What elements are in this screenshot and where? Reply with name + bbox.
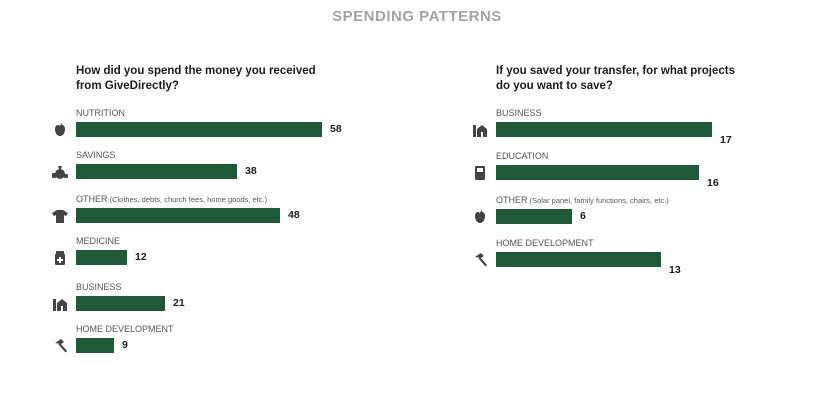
bar	[76, 338, 114, 353]
value-label: 48	[288, 209, 300, 221]
shop-icon	[53, 299, 67, 311]
shop-icon	[473, 125, 487, 137]
value-label: 16	[707, 177, 719, 189]
chart-title: If you saved your transfer, for what pro…	[496, 65, 736, 92]
category-name: HOME DEVELOPMENT	[76, 324, 174, 334]
chart-title: How did you spend the money you received…	[76, 65, 316, 92]
category-name: EDUCATION	[496, 151, 549, 161]
category-name: MEDICINE	[76, 236, 121, 246]
apple-icon	[475, 210, 485, 223]
category-label: SAVINGS	[76, 150, 115, 160]
category-name: OTHER	[496, 195, 528, 205]
category-label: EDUCATION	[496, 151, 548, 161]
category-name: HOME DEVELOPMENT	[496, 238, 594, 248]
shirt-icon	[52, 210, 68, 223]
bar	[496, 252, 661, 267]
bar	[496, 122, 712, 137]
category-name: OTHER	[76, 194, 108, 204]
value-label: 17	[720, 134, 732, 146]
category-name: SAVINGS	[76, 150, 116, 160]
category-label: MEDICINE	[76, 236, 120, 246]
hammer-icon	[55, 339, 67, 353]
category-name: BUSINESS	[496, 108, 542, 118]
bar	[76, 164, 237, 179]
category-label: HOME DEVELOPMENT	[496, 238, 594, 248]
value-label: 6	[580, 210, 586, 222]
book-icon	[475, 166, 485, 180]
value-label: 13	[669, 264, 681, 276]
value-label: 21	[173, 297, 185, 309]
hammer-icon	[475, 253, 487, 267]
category-label: HOME DEVELOPMENT	[76, 324, 174, 334]
category-label: BUSINESS	[76, 282, 122, 292]
bar	[496, 165, 699, 180]
value-label: 12	[135, 251, 147, 263]
bar	[76, 208, 280, 223]
medicine-jar-icon	[55, 251, 65, 265]
bar	[496, 209, 572, 224]
value-label: 38	[245, 165, 257, 177]
money-bag-icon	[52, 166, 68, 179]
category-note: (Clothes, debts, church fees, home goods…	[107, 195, 268, 204]
category-note: (Solar panel, family functions, chairs, …	[527, 196, 669, 205]
value-label: 58	[330, 123, 342, 135]
category-name: BUSINESS	[76, 282, 122, 292]
apple-icon	[55, 123, 65, 136]
category-label: OTHER (Clothes, debts, church fees, home…	[76, 194, 267, 204]
bar	[76, 250, 127, 265]
category-label: BUSINESS	[496, 108, 542, 118]
page-title: SPENDING PATTERNS	[332, 8, 502, 25]
category-label: NUTRITION	[76, 108, 125, 118]
value-label: 9	[122, 339, 128, 351]
bar	[76, 296, 165, 311]
category-name: NUTRITION	[76, 108, 125, 118]
category-label: OTHER (Solar panel, family functions, ch…	[496, 195, 669, 205]
bar	[76, 122, 322, 137]
